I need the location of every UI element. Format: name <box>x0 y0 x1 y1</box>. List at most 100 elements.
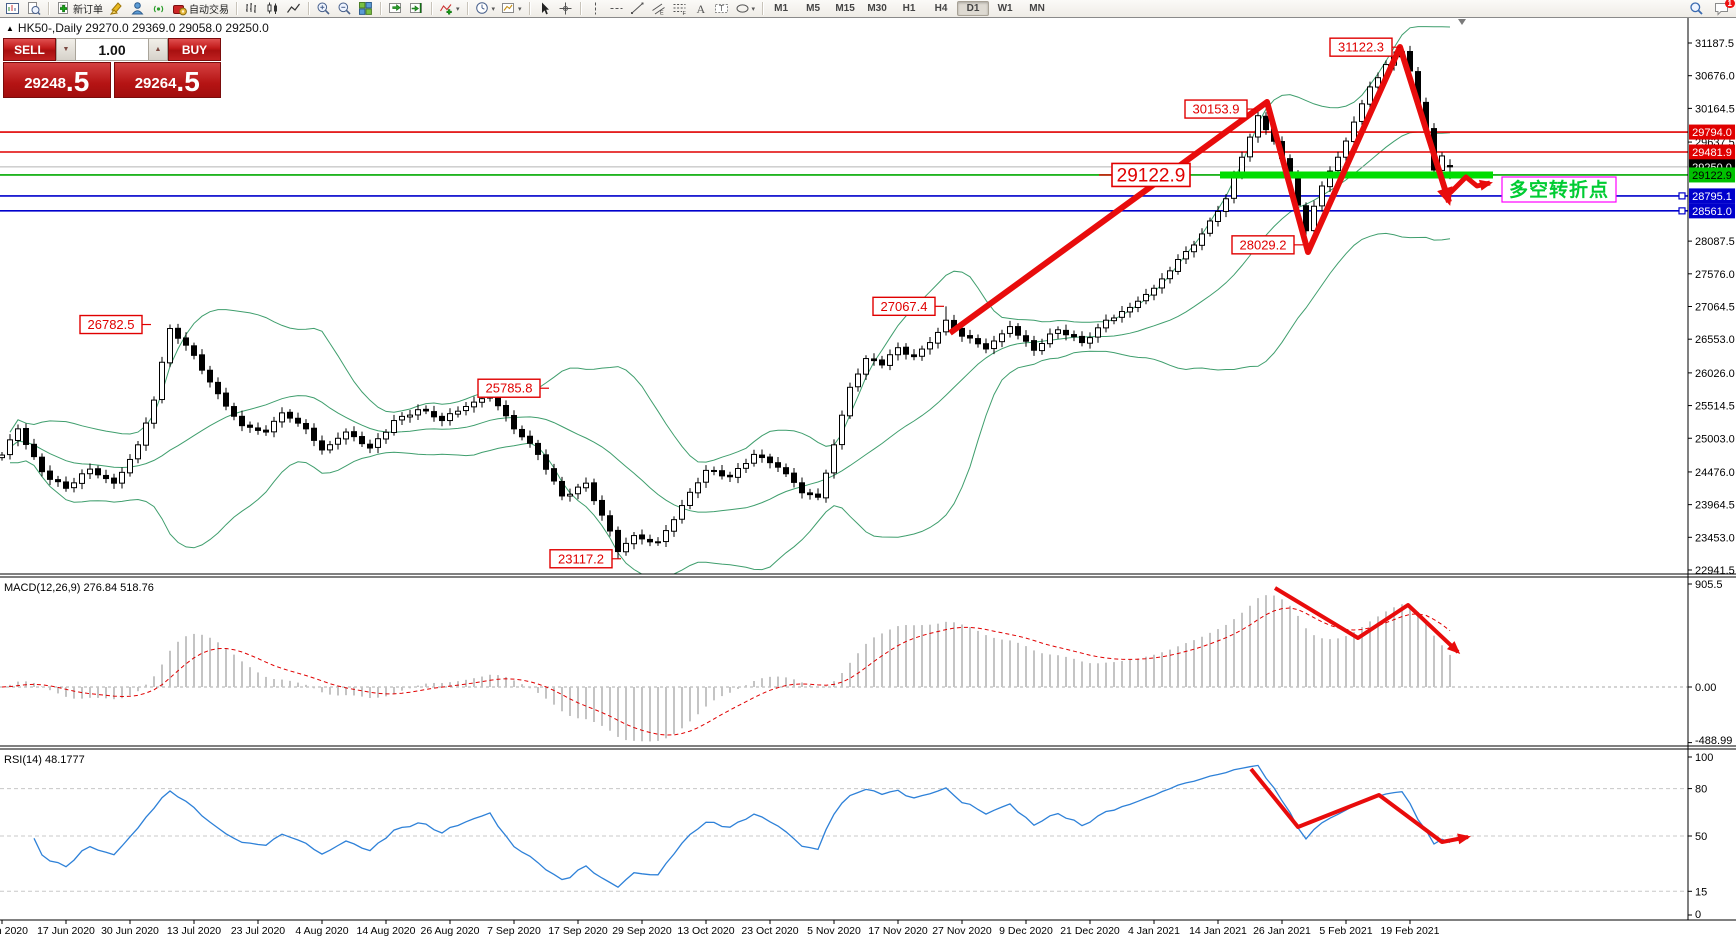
candle-body <box>807 492 813 496</box>
candle-body <box>559 480 565 497</box>
price-tick-label: 28087.5 <box>1695 236 1735 248</box>
candle-body <box>663 530 669 543</box>
shift-marker-icon[interactable] <box>1458 19 1466 25</box>
chat-button[interactable]: 1 <box>1711 0 1735 17</box>
swing-price-label[interactable]: 23117.2 <box>549 549 621 569</box>
price-tick-label: 26553.0 <box>1695 334 1735 346</box>
candle-body <box>575 486 581 495</box>
periods-button[interactable]: ▾ <box>472 0 499 17</box>
trendline-button[interactable] <box>627 0 648 17</box>
label-box <box>549 549 613 569</box>
cursor-button[interactable] <box>534 0 555 17</box>
swing-price-label[interactable]: 27067.4 <box>872 296 944 317</box>
collapse-icon[interactable]: ▲ <box>6 24 14 33</box>
price-badge-text: 29481.9 <box>1692 147 1732 159</box>
candle-body <box>127 458 133 474</box>
candle-body <box>1159 278 1165 289</box>
volume-input[interactable]: 1.00 <box>76 38 148 61</box>
price-badge-text: 29122.9 <box>1692 170 1732 182</box>
swing-price-label[interactable]: 26782.5 <box>79 314 151 335</box>
candle-body <box>1207 220 1213 234</box>
candle-body <box>279 412 285 423</box>
candle-body <box>943 319 949 333</box>
note-box-border <box>1501 176 1617 203</box>
candles <box>0 45 1453 559</box>
autotrade-button[interactable]: 自动交易 <box>169 0 232 17</box>
shapes-button[interactable]: ▾ <box>732 0 759 17</box>
chevron-down-icon: ▾ <box>491 5 496 13</box>
zoom-in-button[interactable] <box>313 0 334 17</box>
swing-price-label[interactable]: 30153.9 <box>1184 99 1256 119</box>
candle-body <box>15 428 21 441</box>
candle-body <box>1255 115 1261 138</box>
candle-body <box>1303 205 1309 232</box>
volume-increase-button[interactable]: ▲ <box>148 38 168 61</box>
text-label-icon: T <box>714 4 728 13</box>
styler-button[interactable] <box>106 0 127 17</box>
new-order-label: 新订单 <box>73 5 103 16</box>
shapes-icon <box>736 4 749 13</box>
crosshair-button[interactable] <box>555 0 576 17</box>
bar-chart-button[interactable] <box>241 0 262 17</box>
chart-window-button[interactable] <box>2 0 23 17</box>
text-button[interactable]: A <box>690 0 711 17</box>
swing-price-label[interactable]: 31122.3 <box>1329 37 1401 57</box>
vertical-line-button[interactable] <box>585 0 606 17</box>
timeframe-m5[interactable]: M5 <box>806 3 821 14</box>
candle-body <box>431 411 437 418</box>
time-axis[interactable]: 5 Jun 2020 17 Jun 2020 30 Jun 2020 13 Jul 2… <box>0 920 1440 937</box>
signals-button[interactable] <box>148 0 169 17</box>
timeframe-m1[interactable]: M1 <box>774 3 789 14</box>
time-tick-label: 5 Nov 2020 <box>807 925 861 937</box>
candle-body <box>511 415 517 430</box>
text-label-button[interactable]: T <box>711 0 732 17</box>
profile-button[interactable] <box>127 0 148 17</box>
buy-button[interactable]: BUY <box>168 38 221 61</box>
candle-chart-button[interactable] <box>262 0 283 17</box>
note-box[interactable]: 多空转折点 <box>1501 176 1617 203</box>
equidistant-channel-button[interactable]: E <box>648 0 669 17</box>
timeframe-mn[interactable]: MN <box>1029 3 1045 14</box>
key-level-label[interactable]: 29122.9 <box>1099 162 1191 188</box>
line-handle[interactable] <box>1678 192 1686 200</box>
line-handle[interactable] <box>1678 207 1686 215</box>
line-chart-button[interactable] <box>283 0 304 17</box>
timeframe-d1[interactable]: D1 <box>957 1 990 16</box>
swing-price-label[interactable]: 28029.2 <box>1231 235 1303 255</box>
print-preview-button[interactable] <box>23 0 44 17</box>
trend-arrow-macd[interactable] <box>1273 586 1461 655</box>
fibonacci-button[interactable]: F <box>669 0 690 17</box>
candle-body <box>1319 185 1325 207</box>
candle-body <box>1247 136 1253 158</box>
timeframe-h1[interactable]: H1 <box>902 3 916 14</box>
price-tick-label: 25514.5 <box>1695 401 1735 413</box>
trend-arrow-main-tail[interactable] <box>1448 174 1493 195</box>
text-icon: A <box>696 2 705 16</box>
time-tick-label: 26 Aug 2020 <box>421 925 480 937</box>
time-tick-label: 19 Feb 2021 <box>1381 925 1440 937</box>
sell-price-button[interactable]: 29248.5 <box>3 62 111 98</box>
horizontal-line-button[interactable] <box>606 0 627 17</box>
time-tick-label: 27 Nov 2020 <box>932 925 992 937</box>
chart-shift-button[interactable] <box>406 0 427 17</box>
timeframe-w1[interactable]: W1 <box>997 3 1013 14</box>
candle-body <box>1375 77 1381 88</box>
candle-body <box>327 444 333 451</box>
trend-arrow-rsi[interactable] <box>1249 767 1471 845</box>
timeframe-h4[interactable]: H4 <box>934 3 948 14</box>
new-order-button[interactable]: 新订单 <box>53 0 106 17</box>
auto-scroll-button[interactable] <box>385 0 406 17</box>
templates-button[interactable]: ▾ <box>498 0 525 17</box>
search-button[interactable] <box>1686 0 1707 17</box>
candle-body <box>111 477 117 484</box>
indicators-button[interactable]: ▾ <box>436 0 463 17</box>
sell-button[interactable]: SELL <box>3 38 56 61</box>
timeframe-m15[interactable]: M15 <box>835 3 855 14</box>
zoom-out-button[interactable] <box>334 0 355 17</box>
buy-price-button[interactable]: 29264.5 <box>113 62 221 98</box>
toolbar-separator <box>528 2 530 15</box>
swing-price-label[interactable]: 25785.8 <box>477 378 549 398</box>
volume-decrease-button[interactable]: ▼ <box>56 38 76 61</box>
timeframe-m30[interactable]: M30 <box>867 3 887 14</box>
tile-windows-button[interactable] <box>355 0 376 17</box>
